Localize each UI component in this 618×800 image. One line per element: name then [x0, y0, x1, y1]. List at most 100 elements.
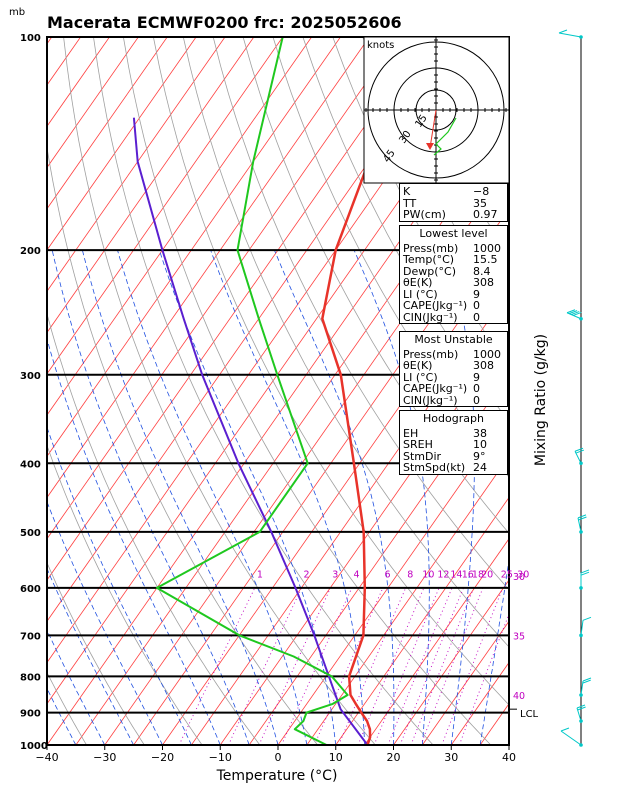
most-unstable-value: 1000: [473, 347, 501, 361]
x-axis-label: Temperature (°C): [216, 768, 338, 784]
moist-adiabat: [445, 249, 475, 745]
isotherm-line: [47, 37, 312, 416]
mixing-ratio-label: 25: [501, 570, 513, 581]
lowest-level-value: 9: [473, 287, 480, 301]
index-row: PW(cm) 0.97: [400, 209, 507, 221]
units-label: mb: [9, 7, 25, 18]
indices-box: K −8 TT 35 PW(cm) 0.97: [399, 183, 508, 222]
lowest-level-row: LI (°C) 9: [400, 287, 507, 301]
mixing-ratio-label: 6: [384, 570, 390, 581]
x-tick-label: −40: [35, 751, 58, 764]
hodograph-stat-key: StmDir: [403, 449, 442, 463]
index-key: K: [403, 185, 411, 198]
wind-barb-flag: [582, 616, 592, 621]
isotherm-line: [47, 37, 428, 581]
wind-barb-flag: [577, 514, 587, 519]
pressure-tick-label: 900: [20, 709, 41, 720]
isotherm-line: [47, 37, 168, 210]
wind-barb-flag: [568, 310, 578, 315]
wind-barb: [576, 707, 582, 722]
dry-adiabat: [212, 37, 509, 591]
wind-barb: [580, 620, 584, 636]
lowest-level-value: 0: [473, 299, 480, 312]
isotherm-line: [508, 744, 509, 745]
mixing-ratio-line: [227, 587, 303, 745]
hodograph-stat-key: StmSpd(kt): [403, 461, 466, 474]
lowest-level-row: Dewp(°C) 8.4: [400, 265, 507, 278]
hodograph-stats-box: Hodograph EH 38 SREH 10 StmDir 9° StmSpd(kt) 24: [399, 410, 508, 475]
dry-adiabat: [272, 37, 509, 478]
wind-barb-flag: [566, 309, 576, 314]
hodograph-stat-key: EH: [403, 426, 419, 440]
isotherm-line: [277, 414, 509, 745]
background-lines: [47, 37, 618, 745]
mixing-ratio-label: 30: [517, 570, 529, 581]
dry-adiabat: [93, 37, 434, 745]
moist-adiabat: [274, 249, 395, 745]
isotherm-line: [364, 538, 509, 745]
wind-barb-flag: [575, 449, 585, 454]
isotherm-line: [47, 37, 341, 457]
isotherm-line: [47, 37, 284, 375]
most-unstable-value: 308: [473, 359, 494, 372]
dry-adiabat: [242, 37, 509, 534]
hodograph-stat-value: 38: [473, 426, 487, 440]
hodograph-stats-header: Hodograph: [423, 412, 484, 425]
mixing-ratio-label: 20: [481, 570, 493, 581]
pressure-tick-label: 400: [20, 459, 41, 470]
most-unstable-box: Most Unstable Press(mb) 1000 θE(K) 308 LI (°…: [399, 331, 508, 407]
pressure-tick-label: 700: [20, 631, 41, 642]
most-unstable-row: CIN(Jkg⁻¹) 0: [400, 393, 507, 407]
mixing-ratio-line: [373, 587, 440, 745]
most-unstable-key: Press(mb): [403, 347, 459, 361]
isotherm-line: [47, 37, 197, 251]
wind-barb-flag: [580, 569, 590, 574]
wind-barb-flag: [574, 447, 584, 452]
lowest-level-key: LI (°C): [403, 287, 438, 301]
isotherm-line: [393, 579, 509, 745]
dry-adiabat: [153, 37, 509, 706]
pressure-tick-label: 600: [20, 584, 41, 595]
most-unstable-row: LI (°C) 9: [400, 371, 507, 384]
hodograph-stat-key: SREH: [403, 438, 433, 451]
storm-motion-marker: [426, 143, 434, 150]
dry-adiabat: [123, 37, 492, 745]
isotherm-line: [133, 208, 509, 745]
hodograph-stat-value: 24: [473, 461, 487, 474]
isotherm-line: [104, 166, 509, 745]
index-key: PW(cm): [403, 208, 446, 221]
dry-adiabat: [512, 37, 618, 745]
wind-barb-flag: [571, 311, 580, 316]
most-unstable-row: CAPE(Jkg⁻¹) 0: [400, 383, 507, 395]
hodograph-stat-row: StmDir 9°: [400, 449, 507, 463]
index-key: TT: [403, 196, 417, 210]
moist-adiabat: [47, 629, 106, 745]
moist-adiabat: [479, 556, 509, 745]
mixing-ratio-line: [387, 587, 453, 745]
most-unstable-header: Most Unstable: [414, 333, 493, 346]
x-tick-label: 20: [387, 751, 401, 764]
isotherm-line: [47, 37, 226, 292]
moist-adiabat: [353, 249, 430, 745]
mixing-ratio-label: 3: [332, 570, 338, 581]
index-value: 35: [473, 196, 487, 210]
mixing-ratio-label: 18: [472, 570, 484, 581]
isotherm-line: [538, 37, 618, 745]
most-unstable-value: 0: [473, 393, 480, 407]
chart-title: Macerata ECMWF0200 frc: 2025052606: [47, 13, 402, 32]
profiles: [132, 37, 423, 745]
wind-barb-flag: [578, 516, 587, 521]
most-unstable-row: θE(K) 308: [400, 360, 507, 372]
mixing-ratio-label: 10: [422, 570, 434, 581]
hodograph-stat-row: SREH 10: [400, 439, 507, 451]
lowest-level-key: CAPE(Jkg⁻¹): [403, 299, 468, 312]
dry-adiabat: [47, 312, 261, 745]
pressure-tick-label: 300: [20, 371, 41, 382]
moist-adiabat: [117, 249, 308, 745]
wind-barb: [580, 680, 584, 696]
isotherm-line: [306, 455, 509, 745]
moist-adiabat: [47, 567, 134, 745]
moist-adiabat: [210, 249, 366, 745]
moist-adiabat: [508, 742, 509, 745]
storm-motion-vector: [429, 109, 437, 149]
